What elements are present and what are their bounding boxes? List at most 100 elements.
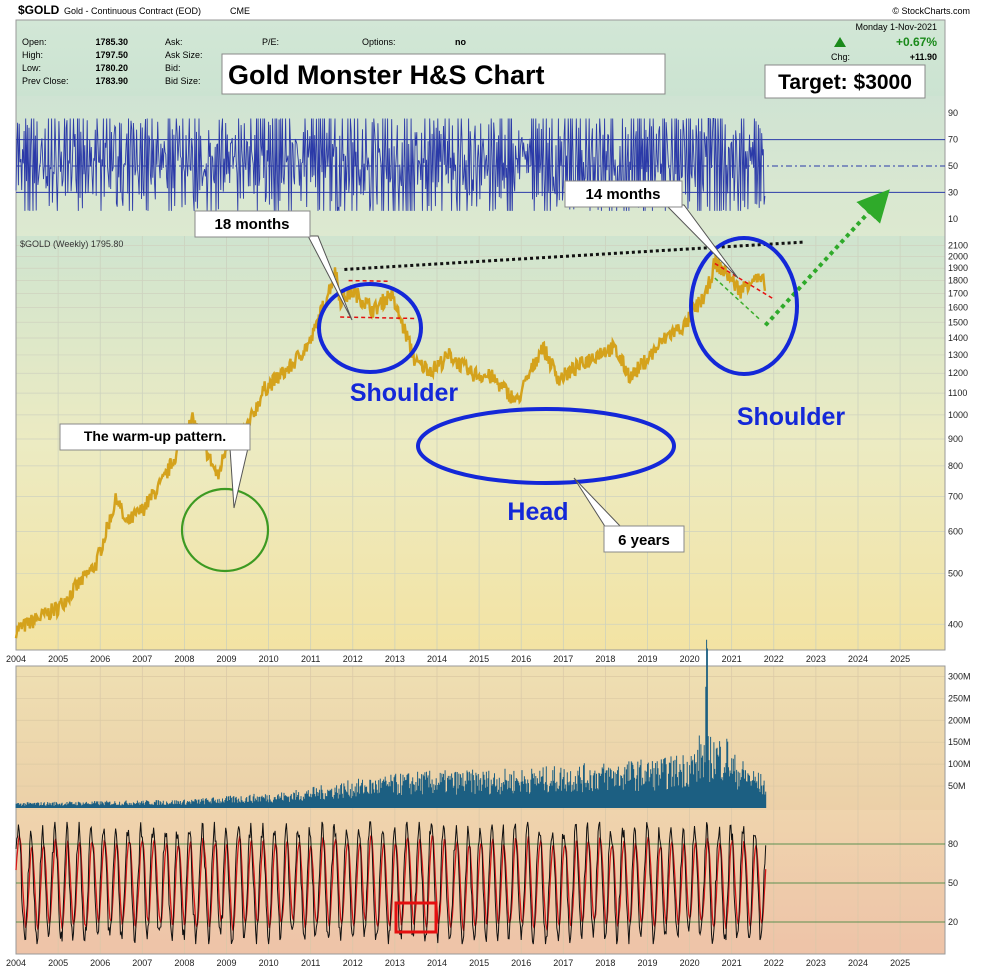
callout-warmup: The warm-up pattern. — [59, 423, 251, 509]
rsi-tick-label: 30 — [948, 187, 958, 197]
label-left-shoulder: Shoulder — [350, 379, 459, 407]
rsi-tick-label: 50 — [948, 161, 958, 171]
x-tick-label: 2015 — [469, 958, 489, 968]
y-tick-label: 1000 — [948, 410, 968, 420]
right-shoulder-ellipse — [689, 236, 799, 376]
quote-value: 1797.50 — [95, 50, 128, 60]
y-tick-label: 1500 — [948, 317, 968, 327]
y-tick-label: 1400 — [948, 333, 968, 343]
x-tick-label: 2019 — [637, 654, 657, 664]
x-tick-label: 2012 — [343, 654, 363, 664]
y-tick-label: 1700 — [948, 289, 968, 299]
red-dashed-trendline — [340, 316, 416, 320]
y-tick-label: 800 — [948, 461, 963, 471]
label-6-years: 6 years — [618, 532, 670, 549]
stochastic-highlight-box — [394, 901, 438, 934]
symbol: $GOLD — [18, 3, 60, 17]
x-tick-label: 2022 — [764, 654, 784, 664]
chart-title: Gold Monster H&S Chart — [228, 60, 545, 90]
x-tick-label: 2006 — [90, 654, 110, 664]
label-18-months: 18 months — [214, 216, 289, 233]
volume-tick-label: 150M — [948, 737, 971, 747]
quote-label: Low: — [22, 63, 41, 73]
price-legend: $GOLD (Weekly) 1795.80 — [20, 239, 123, 249]
x-tick-label: 2009 — [216, 958, 236, 968]
y-tick-label: 1200 — [948, 368, 968, 378]
quote-table: Open: 1785.30 High: 1797.50 Low: 1780.20 Prev … — [22, 37, 203, 86]
title-box: Gold Monster H&S Chart — [221, 53, 666, 95]
warmup-circle — [180, 487, 270, 573]
up-triangle-icon — [834, 37, 846, 47]
y-tick-label: 1900 — [948, 263, 968, 273]
x-tick-label: 2017 — [553, 654, 573, 664]
x-tick-label: 2008 — [174, 654, 194, 664]
date: Monday 1-Nov-2021 — [855, 22, 937, 32]
stochastic-tick-label: 50 — [948, 878, 958, 888]
label-14-months: 14 months — [585, 186, 660, 203]
ask-label: Ask Size: — [165, 50, 203, 60]
stochastic-fast-line — [15, 821, 767, 945]
x-tick-label: 2015 — [469, 654, 489, 664]
x-tick-label: 2017 — [553, 958, 573, 968]
y-tick-label: 900 — [948, 434, 963, 444]
volume-bar-set — [15, 639, 767, 808]
pe-label: P/E: — [262, 37, 279, 47]
ask-label: Bid: — [165, 63, 181, 73]
quote-label: Prev Close: — [22, 76, 69, 86]
x-tick-label: 2014 — [427, 654, 447, 664]
x-tick-label: 2014 — [427, 958, 447, 968]
x-tick-label: 2006 — [90, 958, 110, 968]
x-tick-label: 2024 — [848, 654, 868, 664]
y-tick-label: 1800 — [948, 276, 968, 286]
x-tick-label: 2016 — [511, 654, 531, 664]
quote-value: 1785.30 — [95, 37, 128, 47]
ask-label: Ask: — [165, 37, 183, 47]
green-dashed-trendline — [714, 277, 762, 322]
x-tick-label: 2025 — [890, 654, 910, 664]
x-tick-label: 2009 — [216, 654, 236, 664]
options-value: no — [455, 37, 466, 47]
y-tick-label: 1300 — [948, 350, 968, 360]
y-tick-label: 2100 — [948, 240, 968, 250]
change-value: +11.90 — [910, 52, 937, 62]
x-tick-label: 2022 — [764, 958, 784, 968]
change-label: Chg: — [831, 52, 850, 62]
x-tick-label: 2012 — [343, 958, 363, 968]
label-warmup: The warm-up pattern. — [84, 428, 226, 444]
y-tick-label: 2000 — [948, 252, 968, 262]
x-tick-label: 2020 — [680, 654, 700, 664]
ask-label: Bid Size: — [165, 76, 201, 86]
x-tick-label: 2018 — [595, 958, 615, 968]
red-dashed-trendline — [348, 279, 391, 282]
price-series — [14, 253, 767, 639]
volume-tick-label: 300M — [948, 671, 971, 681]
volume-tick-label: 250M — [948, 693, 971, 703]
rsi-tick-label: 10 — [948, 214, 958, 224]
source-credit: © StockCharts.com — [892, 6, 970, 16]
y-tick-label: 600 — [948, 527, 963, 537]
x-tick-label: 2021 — [722, 654, 742, 664]
label-right-shoulder: Shoulder — [737, 403, 846, 431]
y-tick-label: 500 — [948, 568, 963, 578]
volume-tick-label: 200M — [948, 715, 971, 725]
rsi-tick-label: 70 — [948, 135, 958, 145]
stochastic-tick-label: 80 — [948, 839, 958, 849]
volume-tick-label: 100M — [948, 759, 971, 769]
x-tick-label: 2004 — [6, 654, 26, 664]
x-tick-label: 2021 — [722, 958, 742, 968]
callout-6-years: 6 years — [573, 477, 685, 553]
x-tick-label: 2011 — [301, 654, 320, 664]
target-label: Target: $3000 — [778, 71, 912, 94]
volume-bars — [15, 639, 767, 808]
exchange: CME — [230, 6, 250, 16]
x-tick-label: 2008 — [174, 958, 194, 968]
x-tick-label: 2019 — [637, 958, 657, 968]
x-tick-label: 2007 — [132, 958, 152, 968]
x-tick-label: 2011 — [301, 958, 320, 968]
volume-tick-label: 50M — [948, 781, 966, 791]
trendlines — [340, 189, 890, 327]
description: Gold - Continuous Contract (EOD) — [64, 6, 201, 16]
x-tick-label: 2004 — [6, 958, 26, 968]
change-percent: +0.67% — [896, 35, 937, 49]
